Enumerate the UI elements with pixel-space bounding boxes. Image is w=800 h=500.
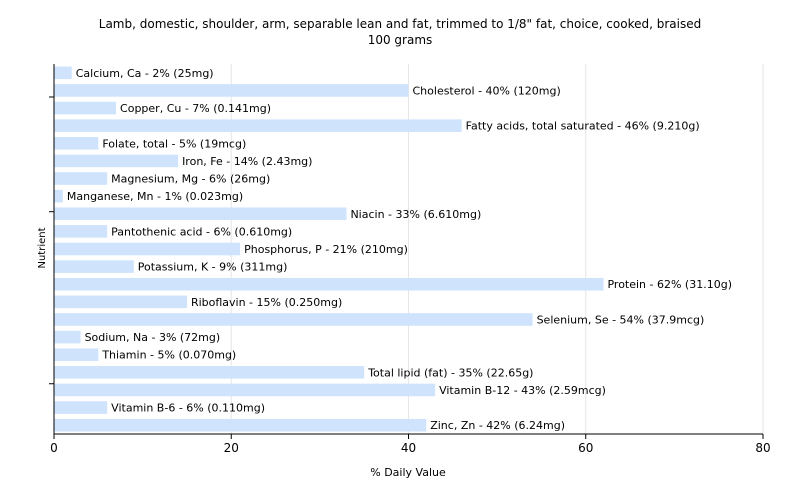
- bar: [54, 225, 108, 238]
- bar: [54, 189, 63, 203]
- bar: [54, 66, 72, 80]
- x-axis-label: % Daily Value: [370, 466, 446, 479]
- bar: [54, 401, 108, 414]
- bar-label: Manganese, Mn - 1% (0.023mg): [67, 190, 243, 203]
- bar-label: Potassium, K - 9% (311mg): [138, 261, 288, 274]
- bar-label: Zinc, Zn - 42% (6.24mg): [430, 419, 565, 432]
- bar: [54, 366, 365, 379]
- bar: [54, 242, 241, 256]
- bar-label: Cholesterol - 40% (120mg): [413, 84, 561, 97]
- bar-label: Iron, Fe - 14% (2.43mg): [182, 155, 312, 168]
- bar: [54, 207, 347, 221]
- bar: [54, 260, 134, 273]
- bar: [54, 119, 462, 132]
- bar: [54, 383, 436, 397]
- bar-label: Vitamin B-12 - 43% (2.59mcg): [439, 384, 606, 397]
- x-tick-label: 0: [50, 441, 58, 455]
- bar: [54, 136, 99, 150]
- chart-title: Lamb, domestic, shoulder, arm, separable…: [98, 17, 702, 31]
- bar-label: Selenium, Se - 54% (37.9mcg): [537, 313, 705, 326]
- bar-label: Pantothenic acid - 6% (0.610mg): [111, 225, 292, 238]
- x-tick-label: 60: [578, 441, 593, 455]
- y-axis-label: Nutrient: [37, 227, 48, 268]
- x-tick-label: 40: [401, 441, 416, 455]
- bar-label: Copper, Cu - 7% (0.141mg): [120, 102, 271, 115]
- bar: [54, 84, 409, 97]
- bar: [54, 348, 99, 362]
- bar: [54, 330, 81, 344]
- bar-label: Phosphorus, P - 21% (210mg): [244, 243, 408, 256]
- bar-label: Fatty acids, total saturated - 46% (9.21…: [466, 120, 700, 133]
- bar-label: Riboflavin - 15% (0.250mg): [191, 296, 342, 309]
- bar-label: Magnesium, Mg - 6% (26mg): [111, 173, 270, 186]
- bar: [54, 101, 117, 115]
- bar: [54, 418, 427, 432]
- bar-label: Sodium, Na - 3% (72mg): [85, 331, 221, 344]
- data-labels: Calcium, Ca - 2% (25mg) Cholesterol - 40%…: [67, 67, 732, 432]
- bars: [54, 66, 604, 432]
- bar-label: Calcium, Ca - 2% (25mg): [76, 67, 214, 80]
- bar: [54, 295, 187, 309]
- x-tick-label: 80: [755, 441, 770, 455]
- x-tick-label: 20: [224, 441, 239, 455]
- bar-label: Protein - 62% (31.10g): [607, 278, 732, 291]
- bar-label: Thiamin - 5% (0.070mg): [101, 349, 236, 362]
- bar: [54, 313, 533, 326]
- bar-label: Vitamin B-6 - 6% (0.110mg): [111, 402, 265, 415]
- x-axis-ticks: 0 20 40 60 80: [49, 96, 771, 455]
- bar: [54, 277, 604, 291]
- bar: [54, 172, 108, 185]
- bar: [54, 154, 179, 168]
- chart-subtitle: 100 grams: [367, 33, 433, 47]
- bar-label: Niacin - 33% (6.610mg): [350, 208, 481, 221]
- bar-label: Total lipid (fat) - 35% (22.65g): [367, 366, 533, 379]
- bar-label: Folate, total - 5% (19mcg): [102, 137, 246, 150]
